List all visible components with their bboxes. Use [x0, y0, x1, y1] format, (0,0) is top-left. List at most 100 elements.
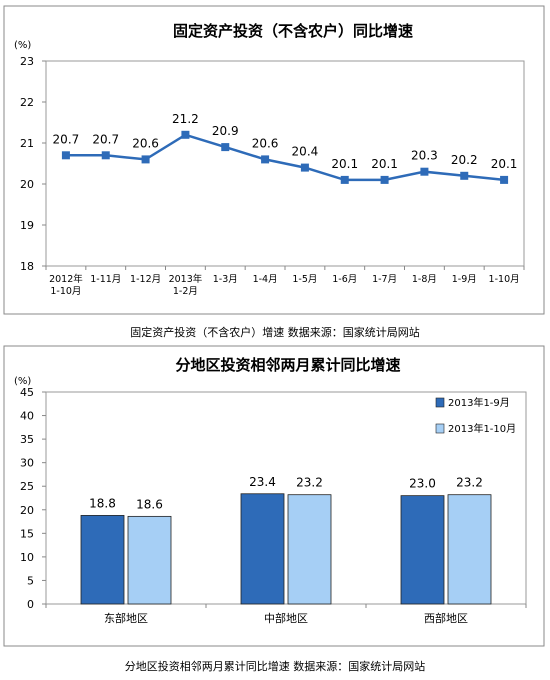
bar-value-label: 23.0: [409, 477, 436, 491]
x-tick-label-line: 1-4月: [253, 274, 278, 285]
x-tick-label-line: 2013年: [169, 273, 203, 285]
bar-chart-caption: 分地区投资相邻两月累计同比增速 数据来源：国家统计局网站: [124, 660, 426, 673]
line-chart-unit: (%): [14, 40, 31, 51]
bar-value-label: 18.8: [89, 496, 116, 510]
y-tick-label: 45: [20, 386, 34, 399]
y-tick-label: 40: [20, 410, 34, 423]
bar-legend: 2013年1-9月 2013年1-10月: [435, 396, 516, 435]
data-label: 20.3: [411, 149, 438, 163]
x-tick-label: 西部地区: [424, 611, 468, 625]
data-label: 20.2: [451, 153, 478, 167]
y-tick-label: 0: [27, 598, 34, 611]
y-tick-label: 25: [20, 480, 34, 493]
bar-value-label: 18.6: [136, 497, 163, 511]
x-tick-label: 1-4月: [253, 274, 278, 285]
bar-chart: 分地区投资相邻两月累计同比增速 (%) 0 5 10 15 20 25 30 35 40 45 东部…: [3, 345, 545, 647]
data-label: 20.1: [491, 157, 518, 171]
data-point: [420, 167, 429, 176]
data-point: [101, 151, 110, 160]
x-tick-label: 1-8月: [412, 274, 437, 285]
y-tick-label: 23: [20, 55, 34, 68]
data-label: 20.4: [292, 145, 319, 159]
bar: [287, 494, 332, 605]
x-tick-label: 1-6月: [332, 274, 357, 285]
x-tick-label: 东部地区: [104, 611, 148, 625]
legend-swatch: [435, 423, 445, 434]
x-tick-label: 1-3月: [213, 274, 238, 285]
x-tick-label: 1-7月: [372, 274, 397, 285]
x-tick-label: 1-11月: [90, 274, 121, 285]
x-tick-label-line: 1-10月: [50, 286, 81, 297]
x-tick-label: 1-9月: [452, 274, 477, 285]
legend-swatch: [435, 397, 445, 408]
bar: [400, 495, 445, 605]
x-tick-label-line: 1-5月: [292, 274, 317, 285]
bar-chart-panel: 分地区投资相邻两月累计同比增速 (%) 0 5 10 15 20 25 30 35 40 45 东部…: [0, 344, 550, 650]
bar: [447, 494, 492, 605]
bar-plot-area: [45, 391, 527, 605]
y-tick-label: 18: [20, 260, 34, 273]
x-tick-label-line: 1-11月: [90, 274, 121, 285]
y-tick-label: 10: [20, 551, 34, 564]
data-label: 21.2: [172, 112, 199, 126]
data-label: 20.7: [53, 132, 80, 146]
line-chart-caption: 固定资产投资（不含农户）增速 数据来源：国家统计局网站: [130, 326, 420, 339]
data-point: [141, 155, 150, 164]
y-tick-label: 35: [20, 433, 34, 446]
data-point: [380, 175, 389, 184]
y-tick-label: 22: [20, 96, 34, 109]
data-point: [61, 151, 70, 160]
x-tick-label-line: 1-7月: [372, 274, 397, 285]
series-line: [65, 133, 505, 182]
x-tick-label: 2012年 1-10月: [49, 273, 83, 297]
x-tick-label-line: 1-12月: [130, 274, 161, 285]
data-label: 20.6: [132, 136, 159, 150]
bar: [240, 493, 285, 605]
x-tick-label: 1-5月: [292, 274, 317, 285]
data-label: 20.1: [371, 157, 398, 171]
x-tick-label-line: 1-3月: [213, 274, 238, 285]
data-label: 20.9: [212, 124, 239, 138]
y-tick-label: 15: [20, 527, 34, 540]
y-tick-label: 20: [20, 504, 34, 517]
line-chart-title: 固定资产投资（不含农户）同比增速: [173, 22, 413, 40]
x-tick-label-line: 1-9月: [452, 274, 477, 285]
line-marks-group: 20.7 20.7 20.6 21.2 20.9 20.6 20.4 20.1 20.1 20.3…: [53, 112, 518, 184]
bar-value-label: 23.4: [249, 475, 276, 489]
x-tick-label: 2013年 1-2月: [169, 273, 203, 297]
y-tick-label: 30: [20, 457, 34, 470]
bar: [127, 515, 172, 605]
data-label: 20.1: [331, 157, 358, 171]
y-tick-label: 20: [20, 178, 34, 191]
data-label: 20.7: [92, 132, 119, 146]
bar-chart-unit: (%): [14, 376, 31, 387]
data-point: [221, 143, 230, 152]
bar-value-label: 23.2: [296, 476, 323, 490]
x-tick-label-line: 1-6月: [332, 274, 357, 285]
x-tick-label-line: 1-8月: [412, 274, 437, 285]
data-point: [261, 155, 270, 164]
data-point: [300, 163, 309, 172]
bar: [80, 515, 125, 605]
bar-chart-title: 分地区投资相邻两月累计同比增速: [175, 356, 400, 374]
data-point: [460, 171, 469, 180]
bar-marks-group: 18.8 23.4 23.0 18.6 23.2 23.2: [80, 475, 492, 605]
data-point: [340, 175, 349, 184]
line-chart-panel: 固定资产投资（不含农户）同比增速 (%) 18 19 20 21 22 23 2012年 1-…: [0, 0, 550, 320]
x-tick-label: 中部地区: [264, 611, 308, 625]
legend-label: 2013年1-10月: [448, 422, 516, 435]
x-tick-label-line: 2012年: [49, 273, 83, 285]
data-point: [500, 175, 509, 184]
y-tick-label: 5: [27, 574, 34, 587]
bar-axis-group: 0 5 10 15 20 25 30 35 40 45 东部地区 中部地区 西部地区: [20, 386, 527, 625]
y-tick-label: 21: [20, 137, 34, 150]
y-tick-label: 19: [20, 219, 34, 232]
bar-value-label: 23.2: [456, 476, 483, 490]
x-tick-label-line: 1-2月: [173, 286, 198, 297]
x-tick-label: 1-10月: [489, 274, 520, 285]
data-point: [181, 130, 190, 139]
x-tick-label-line: 1-10月: [489, 274, 520, 285]
legend-label: 2013年1-9月: [448, 396, 510, 409]
